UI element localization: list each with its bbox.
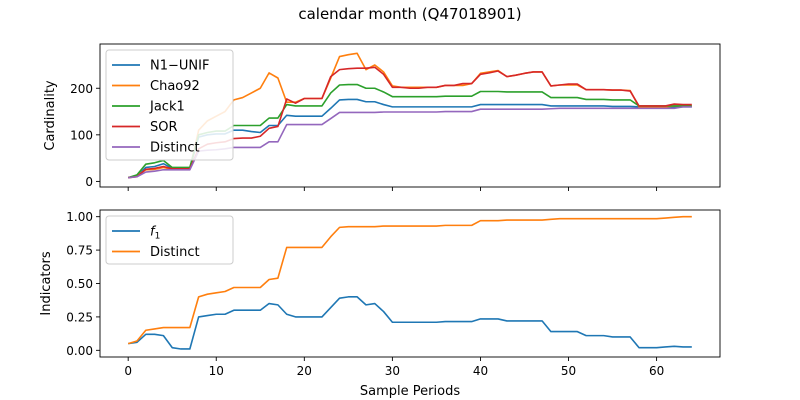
y-tick-label-bottom-2: 0.50 [66,277,93,291]
y-axis-label-bottom: Indicators [39,251,54,315]
legend-label-top-2: Jack1 [149,100,185,115]
axes-frame-top [99,43,721,188]
x-tick-label-bottom-4: 40 [473,364,488,378]
y-tick-label-bottom-4: 1.00 [66,210,93,224]
x-tick-label-bottom-2: 20 [297,364,312,378]
y-tick-label-top-1: 100 [70,128,93,142]
series-line-bottom-1 [127,215,692,345]
y-tick-label-top-0: 0 [85,175,93,189]
legend-label-top-4: Distinct [150,141,200,156]
y-tick-label-bottom-0: 0.00 [66,344,93,358]
legend-label-bottom-1: Distinct [150,245,200,260]
legend-label-top-0: N1−UNIF [150,59,209,74]
y-tick-label-bottom-1: 0.25 [66,310,93,324]
legend-label-bottom-0: f1 [150,225,160,242]
legend-label-top-3: SOR [150,120,178,135]
legend-label-top-1: Chao92 [150,79,200,94]
y-axis-label-top: Cardinality [43,80,58,151]
y-tick-label-bottom-3: 0.75 [66,244,93,258]
y-tick-label-top-2: 200 [70,82,93,96]
series-line-bottom-0 [128,296,692,350]
bottom-panel-indicators: 0.00 0.25 0.50 0.75 1.00 0 10 20 30 40 50 60 Indicat… [39,209,721,399]
x-tick-label-bottom-6: 60 [649,364,664,378]
legend-box-top [105,49,234,161]
x-tick-label-bottom-5: 50 [561,364,576,378]
legend-bottom: f1 Distinct [105,215,234,265]
top-panel-cardinality: 0 100 200 Cardinality N1−UNIF Chao92 Jack1 SOR D… [43,43,721,191]
x-tick-label-bottom-3: 30 [385,364,400,378]
x-tick-label-bottom-0: 0 [124,364,132,378]
legend-top: N1−UNIF Chao92 Jack1 SOR Distinct [105,49,234,161]
figure-title: calendar month (Q47018901) [298,5,521,23]
x-axis-label-bottom: Sample Periods [360,384,460,399]
x-tick-label-bottom-1: 10 [209,364,224,378]
